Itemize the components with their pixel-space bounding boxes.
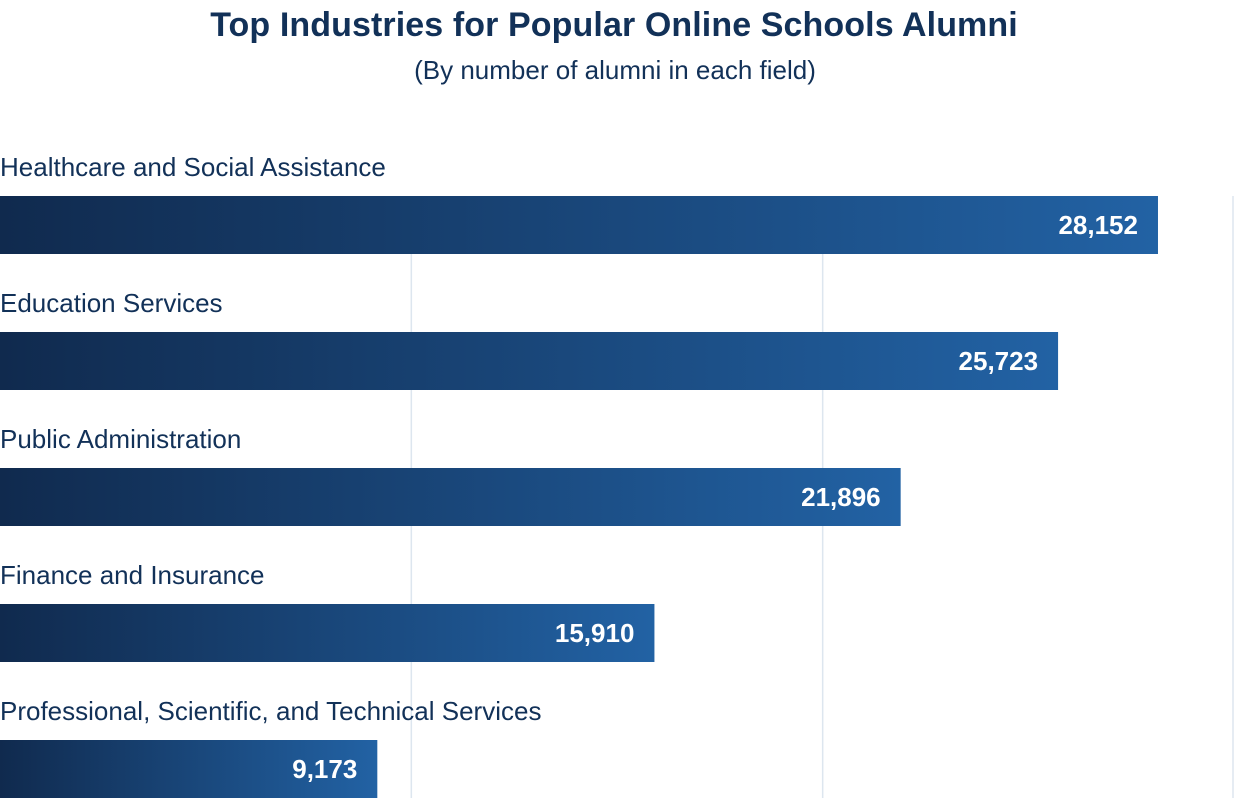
category-label: Professional, Scientific, and Technical …: [0, 696, 541, 726]
category-label: Finance and Insurance: [0, 560, 265, 590]
bars: Healthcare and Social Assistance 28,152 Ed…: [0, 152, 1158, 798]
bar-value-label: 15,910: [555, 618, 635, 648]
bar-value-label: 9,173: [292, 754, 357, 784]
bar: [0, 468, 901, 526]
category-label: Public Administration: [0, 424, 241, 454]
bar: [0, 332, 1059, 390]
bar: [0, 196, 1158, 254]
bar-value-label: 25,723: [959, 346, 1039, 376]
bar-value-label: 21,896: [801, 482, 881, 512]
bar: [0, 740, 378, 798]
category-label: Education Services: [0, 288, 223, 318]
chart-subtitle: (By number of alumni in each field): [414, 55, 816, 85]
category-label: Healthcare and Social Assistance: [0, 152, 386, 182]
chart-title: Top Industries for Popular Online School…: [210, 6, 1018, 44]
bar: [0, 604, 655, 662]
bar-value-label: 28,152: [1058, 210, 1138, 240]
